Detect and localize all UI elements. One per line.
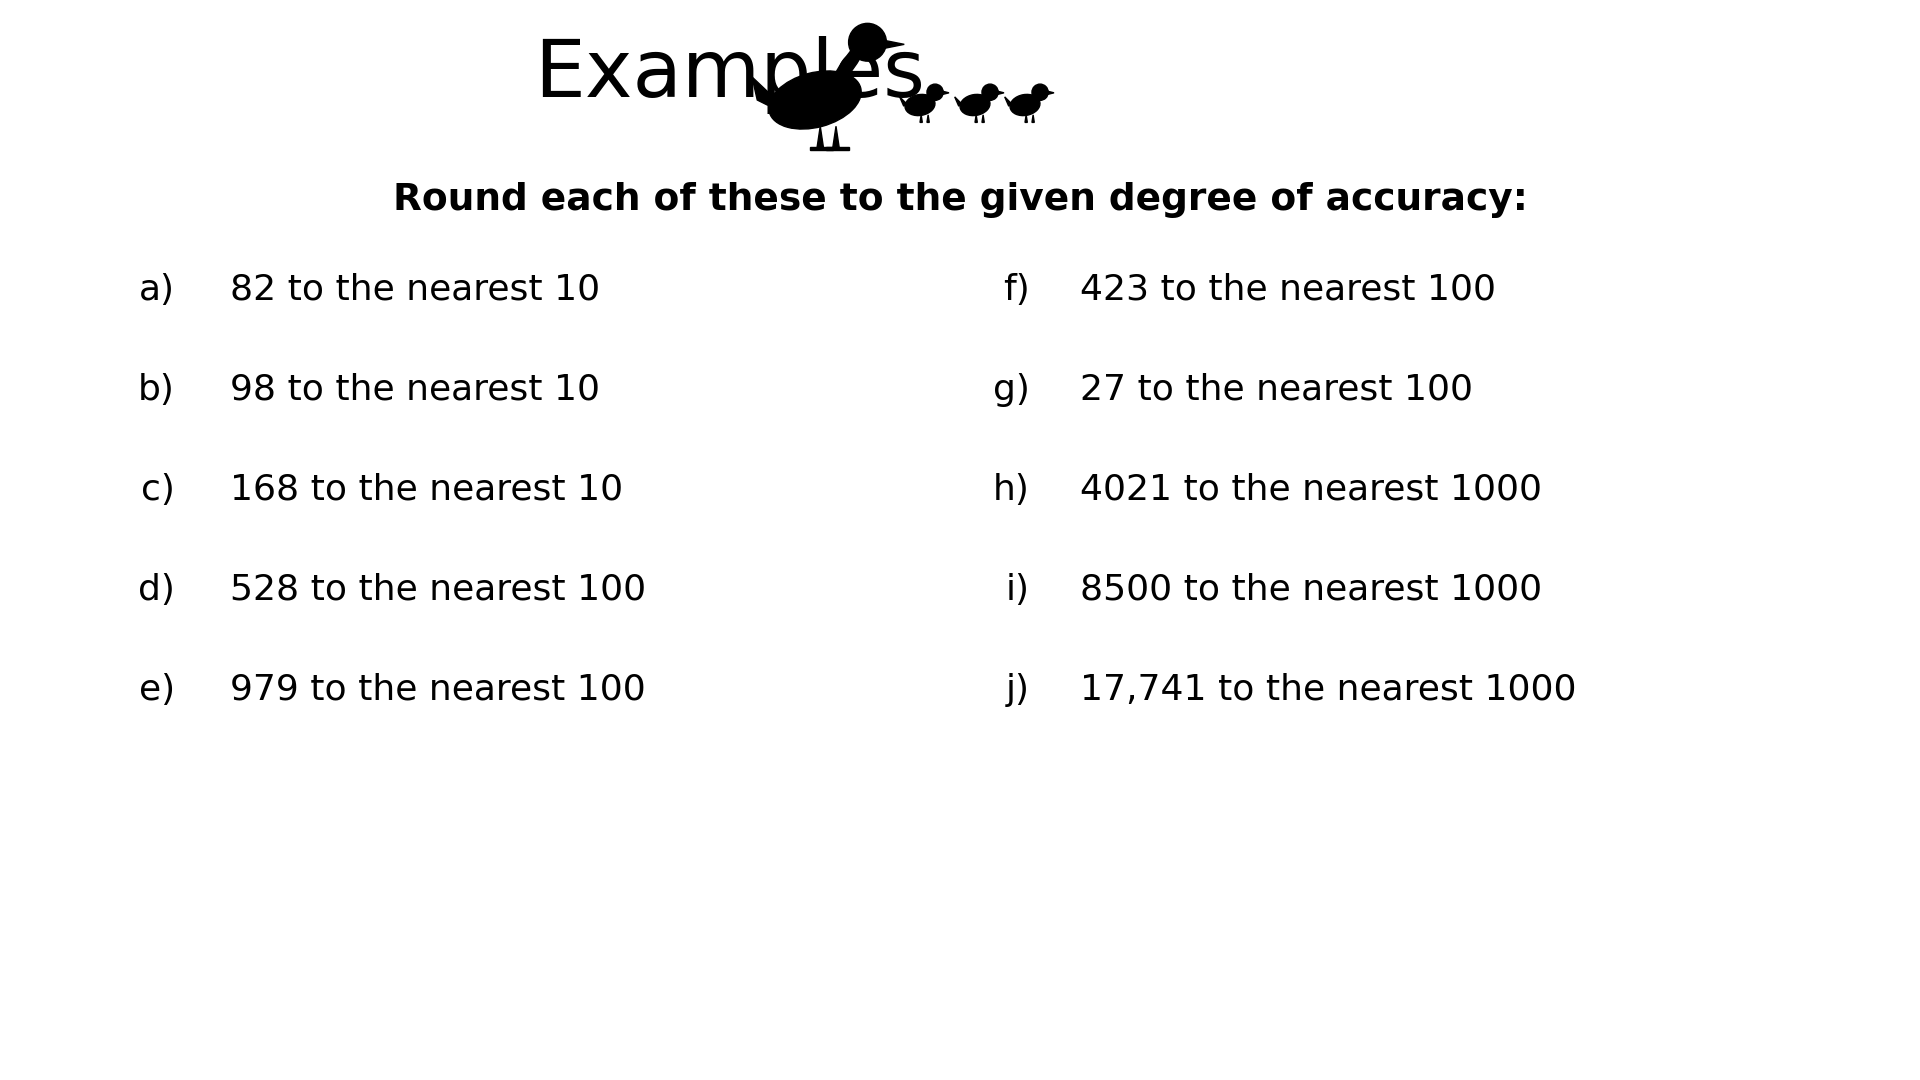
Polygon shape — [831, 45, 868, 81]
Polygon shape — [1029, 92, 1041, 103]
Polygon shape — [920, 114, 922, 122]
Text: f): f) — [1004, 273, 1029, 307]
Text: 4021 to the nearest 1000: 4021 to the nearest 1000 — [1079, 473, 1542, 507]
Polygon shape — [925, 92, 935, 103]
Polygon shape — [996, 91, 1004, 95]
Text: g): g) — [993, 373, 1029, 407]
Polygon shape — [1025, 114, 1027, 122]
Polygon shape — [927, 114, 929, 122]
Polygon shape — [1031, 114, 1035, 122]
Text: Round each of these to the given degree of accuracy:: Round each of these to the given degree … — [392, 183, 1528, 218]
Polygon shape — [954, 97, 962, 106]
Text: 979 to the nearest 100: 979 to the nearest 100 — [230, 673, 645, 707]
Text: 8500 to the nearest 1000: 8500 to the nearest 1000 — [1079, 573, 1542, 607]
Polygon shape — [883, 40, 904, 49]
Text: a): a) — [138, 273, 175, 307]
Text: Examples: Examples — [534, 36, 925, 114]
Polygon shape — [1004, 97, 1012, 106]
Circle shape — [981, 84, 998, 100]
Polygon shape — [833, 126, 839, 147]
Text: e): e) — [138, 673, 175, 707]
Ellipse shape — [1010, 94, 1041, 116]
Polygon shape — [979, 92, 991, 103]
Text: h): h) — [993, 473, 1029, 507]
Polygon shape — [818, 126, 824, 147]
Polygon shape — [975, 114, 977, 122]
Polygon shape — [810, 147, 833, 150]
Polygon shape — [753, 77, 772, 105]
Text: i): i) — [1006, 573, 1029, 607]
Text: c): c) — [142, 473, 175, 507]
Polygon shape — [1046, 91, 1054, 95]
Polygon shape — [826, 147, 849, 150]
Text: 27 to the nearest 100: 27 to the nearest 100 — [1079, 373, 1473, 407]
Text: 423 to the nearest 100: 423 to the nearest 100 — [1079, 273, 1496, 307]
Ellipse shape — [960, 94, 991, 116]
Text: b): b) — [138, 373, 175, 407]
Text: 17,741 to the nearest 1000: 17,741 to the nearest 1000 — [1079, 673, 1576, 707]
Ellipse shape — [768, 71, 862, 130]
Text: j): j) — [1006, 673, 1029, 707]
Text: 98 to the nearest 10: 98 to the nearest 10 — [230, 373, 599, 407]
Polygon shape — [900, 97, 906, 106]
Text: 168 to the nearest 10: 168 to the nearest 10 — [230, 473, 624, 507]
Polygon shape — [981, 114, 985, 122]
Text: 82 to the nearest 10: 82 to the nearest 10 — [230, 273, 601, 307]
Text: 528 to the nearest 100: 528 to the nearest 100 — [230, 573, 647, 607]
Circle shape — [849, 24, 887, 62]
Ellipse shape — [904, 94, 935, 116]
Circle shape — [1031, 84, 1048, 100]
Circle shape — [927, 84, 943, 100]
Polygon shape — [943, 91, 948, 95]
Text: d): d) — [138, 573, 175, 607]
